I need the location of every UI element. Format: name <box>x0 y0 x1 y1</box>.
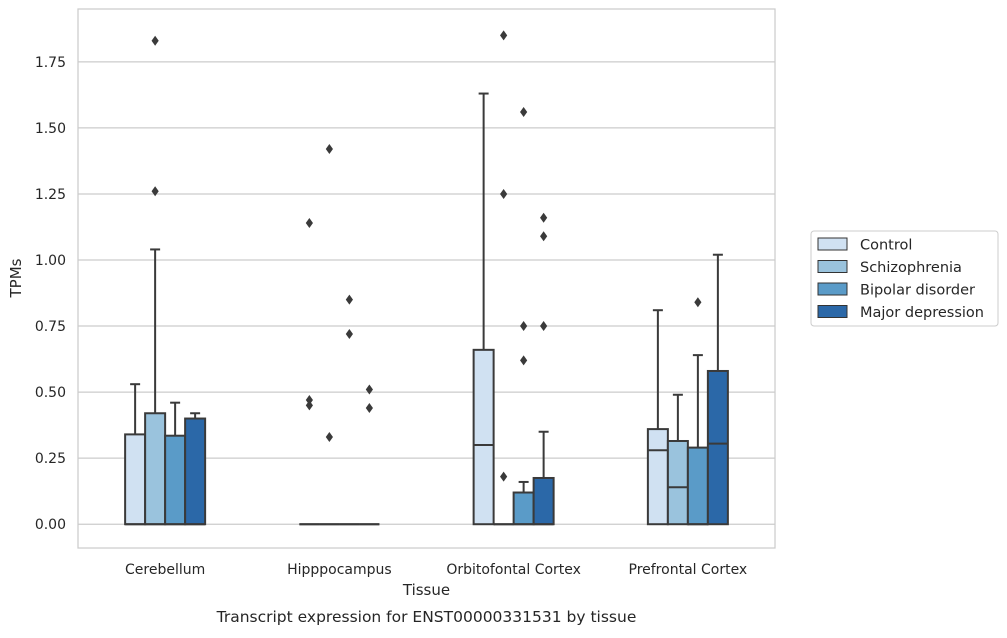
box-group <box>493 30 514 526</box>
box-body <box>512 491 535 526</box>
legend-label: Bipolar disorder <box>860 283 975 299</box>
y-tick-label: 1.00 <box>35 253 66 269</box>
box-body <box>666 439 689 526</box>
box-group <box>124 383 147 526</box>
y-tick-label: 1.75 <box>35 55 66 71</box>
x-axis-title: Tissue <box>402 581 450 599</box>
outlier-point <box>345 328 353 339</box>
outlier-point <box>365 384 373 395</box>
outlier-point <box>520 321 528 332</box>
legend-swatch <box>817 260 848 273</box>
box-body <box>706 369 729 526</box>
box-body <box>532 476 555 526</box>
box-group <box>686 297 709 526</box>
x-tick-labels: Cerebellum Hipppocampus Orbitofontal Corte… <box>125 562 747 578</box>
box-group <box>319 144 340 526</box>
box-group <box>666 393 689 526</box>
outlier-point <box>325 432 333 443</box>
box-group <box>532 212 555 526</box>
box-group <box>299 218 320 526</box>
legend-label: Major depression <box>860 305 984 321</box>
legend-swatch <box>817 237 848 251</box>
box-body <box>124 433 147 526</box>
y-axis-title: TPMs <box>7 258 25 298</box>
box-body <box>472 348 495 526</box>
legend-label: Control <box>860 238 912 254</box>
chart-caption: Transcript expression for ENST0000033153… <box>216 608 637 626</box>
box-group <box>472 92 495 526</box>
outlier-point <box>305 400 313 411</box>
y-tick-label: 0.00 <box>35 517 66 533</box>
outlier-point <box>151 35 159 46</box>
box-body <box>646 428 669 526</box>
x-tick-label: Prefrontal Cortex <box>629 562 748 578</box>
legend-label: Schizophrenia <box>860 260 962 276</box>
outlier-point <box>520 107 528 118</box>
outlier-point <box>325 144 333 155</box>
outlier-point <box>540 231 548 242</box>
outlier-point <box>520 355 528 366</box>
outlier-point <box>694 297 702 308</box>
outlier-point <box>305 395 313 406</box>
outlier-point <box>305 218 313 229</box>
legend: Control Schizophrenia Bipolar disorder Majo… <box>810 230 999 327</box>
y-tick-label: 1.25 <box>35 187 66 203</box>
x-tick-label: Hipppocampus <box>287 562 392 578</box>
box-group <box>706 253 729 526</box>
x-tick-label: Orbitofontal Cortex <box>446 562 581 578</box>
box-body <box>164 434 187 526</box>
box-group <box>512 107 535 526</box>
box-group <box>184 412 207 526</box>
legend-frame <box>810 230 999 327</box>
y-tick-label: 0.50 <box>35 385 66 401</box>
legend-swatch <box>817 282 848 296</box>
legend-swatch <box>817 305 848 318</box>
box-group <box>339 294 360 526</box>
outlier-point <box>540 321 548 332</box>
y-tick-label: 0.25 <box>35 451 66 467</box>
outlier-point <box>500 188 508 199</box>
outlier-point <box>151 186 159 197</box>
box-group <box>359 384 380 526</box>
box-layer <box>124 30 729 526</box>
plot-frame <box>77 8 776 549</box>
outlier-point <box>500 471 508 482</box>
y-tick-labels: 0.00 0.25 0.50 0.75 1.00 1.25 1.50 1.75 <box>35 55 66 533</box>
y-tick-label: 0.75 <box>35 319 66 335</box>
box-group <box>144 35 167 526</box>
outlier-point <box>500 30 508 41</box>
box-body <box>144 412 167 526</box>
outlier-point <box>345 294 353 305</box>
outlier-point <box>540 212 548 223</box>
box-group <box>164 401 187 526</box>
y-tick-label: 1.50 <box>35 121 66 137</box>
x-tick-label: Cerebellum <box>125 562 205 578</box>
outlier-point <box>365 402 373 413</box>
box-body <box>686 446 709 526</box>
box-group <box>646 309 669 526</box>
box-body <box>184 417 207 526</box>
